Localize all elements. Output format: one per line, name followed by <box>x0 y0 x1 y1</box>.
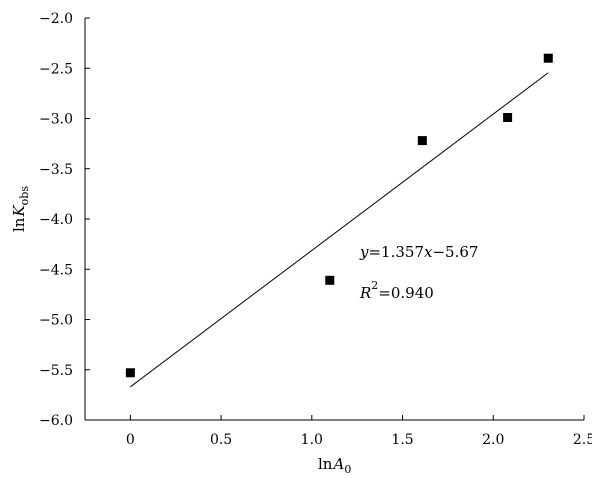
data-point <box>543 53 553 63</box>
y-tick-label: −5.0 <box>39 313 73 329</box>
equation-y: y <box>359 243 369 261</box>
fit-equation: y=1.357x−5.67 <box>359 243 478 261</box>
data-points <box>125 53 553 378</box>
x-title-main: ln <box>318 455 333 473</box>
y-tick-label: −2.0 <box>39 11 73 27</box>
x-tick-label: 1.0 <box>301 432 323 448</box>
y-tick-label: −5.5 <box>39 363 73 379</box>
y-title-sub: obs <box>18 186 31 206</box>
x-tick-label: 0 <box>126 432 135 448</box>
y-axis-title: lnKobs <box>10 186 31 232</box>
r2-r: R <box>359 284 371 302</box>
r2-value: =0.940 <box>378 284 434 302</box>
y-tick-label: −4.0 <box>39 212 73 228</box>
equation-slope: =1.357 <box>368 243 424 261</box>
data-point <box>125 368 135 378</box>
y-tick-label: −6.0 <box>39 413 73 429</box>
x-tick-label: 0.5 <box>210 432 232 448</box>
y-title-main: ln <box>10 217 28 232</box>
r2-sup: 2 <box>371 279 378 292</box>
y-tick-label: −3.0 <box>39 112 73 128</box>
x-axis-ticks: 0 0.5 1.0 1.5 2.0 2.5 <box>126 415 592 448</box>
x-tick-label: 2.5 <box>573 432 592 448</box>
y-axis-ticks: −2.0 −2.5 −3.0 −3.5 −4.0 −4.5 −5.0 −5.5 −6.0 <box>39 11 90 429</box>
data-point <box>503 112 513 122</box>
data-point <box>325 275 335 285</box>
equation-intercept: −5.67 <box>432 243 478 261</box>
y-tick-label: −4.5 <box>39 262 73 278</box>
x-title-sub: 0 <box>344 463 351 476</box>
y-tick-label: −2.5 <box>39 61 73 77</box>
x-tick-label: 2.0 <box>482 432 504 448</box>
x-tick-label: 1.5 <box>391 432 413 448</box>
x-axis-title: lnA0 <box>318 455 351 476</box>
fit-line <box>130 72 549 388</box>
data-point <box>417 136 427 146</box>
x-title-var: A <box>331 455 344 473</box>
r-squared: R2=0.940 <box>359 279 434 302</box>
equation-x: x <box>424 243 433 261</box>
y-title-var: K <box>10 205 28 218</box>
y-tick-label: −3.5 <box>39 162 73 178</box>
